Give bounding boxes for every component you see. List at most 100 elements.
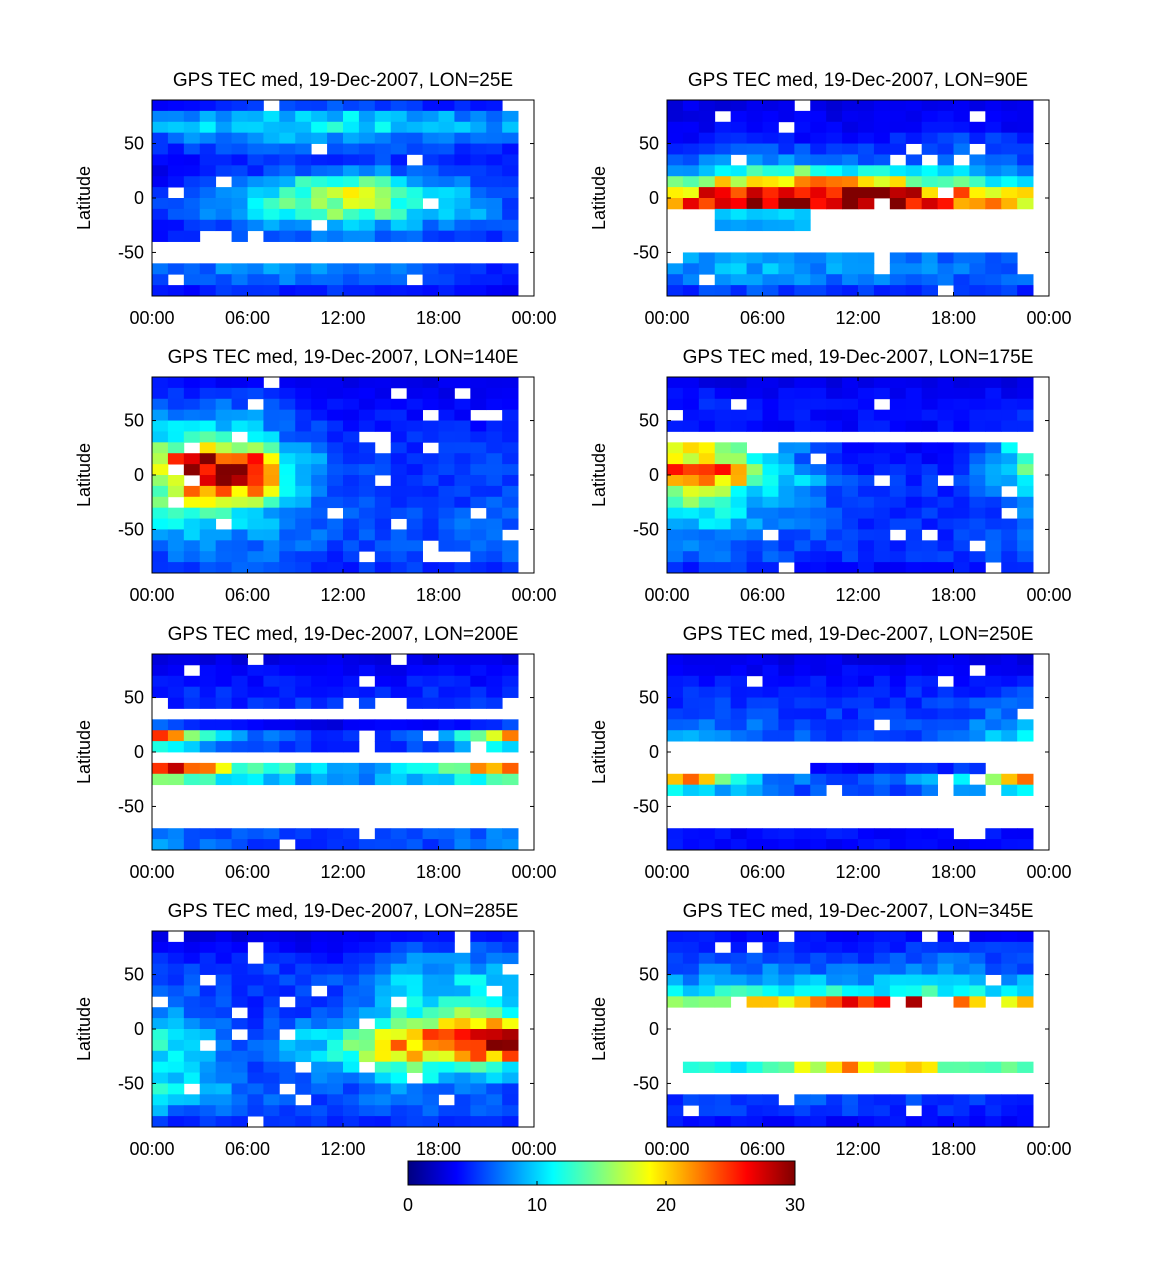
heatmap-cell — [406, 409, 423, 421]
heatmap-cell — [390, 741, 408, 753]
heatmap-cell — [937, 274, 954, 286]
heatmap-cell — [778, 952, 795, 965]
y-tick-label: -50 — [118, 1073, 144, 1093]
heatmap-cell — [263, 453, 280, 465]
heatmap-cell — [247, 154, 264, 166]
heatmap-cell — [390, 1039, 408, 1052]
heatmap-cell — [295, 121, 312, 134]
heatmap-cell — [374, 562, 392, 574]
heatmap-cell — [343, 1029, 360, 1041]
heatmap-cell — [231, 1094, 248, 1106]
heatmap-cell — [358, 485, 376, 498]
heatmap-cell — [343, 1116, 360, 1128]
heatmap-cell — [199, 285, 217, 297]
heatmap-cell — [953, 686, 970, 698]
heatmap-cell — [183, 1072, 201, 1084]
heatmap-cell — [199, 507, 217, 519]
heatmap-cell — [921, 409, 938, 421]
heatmap-cell — [873, 675, 891, 688]
colorbar-gradient — [407, 1160, 796, 1186]
heatmap-cell — [199, 741, 217, 753]
heatmap-cell — [502, 985, 519, 997]
heatmap-cell — [263, 562, 280, 574]
heatmap-cell — [826, 963, 843, 975]
heatmap-cell — [406, 654, 423, 666]
heatmap-cell — [794, 941, 811, 954]
heatmap-cell — [921, 464, 938, 476]
heatmap-cell — [152, 1116, 169, 1128]
heatmap-cell — [406, 219, 423, 232]
heatmap-cell — [714, 398, 732, 411]
heatmap-cell — [390, 562, 408, 574]
heatmap-cell — [858, 496, 875, 509]
heatmap-cell — [762, 1061, 779, 1073]
heatmap-cell — [231, 1050, 248, 1063]
heatmap-cell — [486, 675, 503, 688]
heatmap-cell — [167, 1018, 185, 1030]
heatmap-cell — [295, 230, 312, 242]
heatmap-cell — [406, 1007, 423, 1019]
heatmap-cell — [167, 507, 185, 519]
heatmap-cell — [842, 507, 859, 519]
heatmap-cell — [390, 1116, 408, 1128]
heatmap-cell — [231, 464, 248, 476]
heatmap-cell — [247, 675, 264, 688]
heatmap-cells — [667, 654, 1034, 851]
heatmap-cell — [953, 507, 970, 519]
heatmap-cell — [778, 551, 795, 563]
heatmap-cell — [953, 941, 970, 954]
heatmap-cell — [374, 931, 392, 943]
heatmap-cell — [810, 132, 827, 144]
heatmap-cell — [794, 165, 811, 177]
heatmap-cell — [247, 985, 264, 997]
heatmap-cell — [390, 100, 408, 112]
heatmap-cell — [953, 654, 970, 666]
heatmap-cell — [889, 708, 907, 720]
heatmap-cell — [762, 730, 779, 742]
heatmap-cell — [152, 420, 169, 432]
heatmap-cell — [374, 1039, 392, 1052]
heatmap-cell — [826, 252, 843, 264]
heatmap-cell — [327, 453, 344, 465]
heatmap-cell — [374, 285, 392, 297]
heatmap-cell — [921, 198, 938, 210]
heatmap-cell — [714, 963, 732, 975]
heatmap-cell — [295, 941, 312, 954]
heatmap-cell — [374, 1116, 392, 1128]
heatmap-cell — [470, 773, 487, 786]
y-tick-label: 0 — [649, 188, 659, 208]
heatmap-cell — [905, 540, 923, 552]
heatmap-cell — [698, 551, 716, 563]
heatmap-cell — [295, 442, 312, 454]
heatmap-cell — [985, 664, 1002, 677]
heatmap-cell — [311, 121, 328, 134]
heatmap-cell — [794, 409, 811, 421]
heatmap-cell — [889, 1061, 907, 1073]
heatmap-cell — [502, 952, 519, 965]
heatmap-cell — [810, 110, 827, 123]
heatmap-cell — [746, 475, 763, 487]
heatmap-cell — [969, 154, 986, 166]
heatmap-cell — [438, 219, 455, 232]
heatmap-cell — [746, 931, 763, 943]
heatmap-cell — [778, 996, 795, 1008]
heatmap-cell — [794, 475, 811, 487]
heatmap-cell — [667, 398, 684, 411]
heatmap-cell — [778, 496, 795, 509]
heatmap-cell — [406, 719, 423, 731]
heatmap-cell — [698, 453, 716, 465]
heatmap-cell — [215, 475, 232, 487]
heatmap-cell — [358, 154, 376, 166]
heatmap-cell — [199, 1094, 217, 1106]
heatmap-cell — [921, 551, 938, 563]
heatmap-cell — [714, 442, 732, 454]
heatmap-cell — [279, 697, 296, 709]
heatmap-cell — [667, 952, 684, 965]
heatmap-cell — [502, 154, 519, 166]
heatmap-cell — [422, 518, 439, 530]
heatmap-cell — [826, 475, 843, 487]
heatmap-cell — [937, 518, 954, 530]
heatmap-cell — [311, 496, 328, 509]
heatmap-cell — [1017, 176, 1034, 188]
heatmap-cell — [810, 377, 827, 389]
